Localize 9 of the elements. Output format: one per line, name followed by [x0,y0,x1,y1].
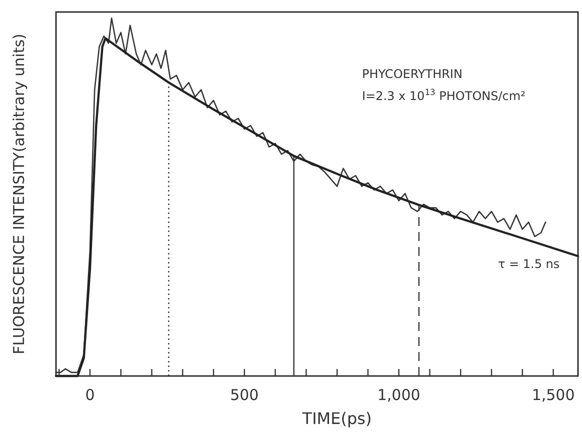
annotation: I=2.3 x 10$^{13}$ PHOTONS/cm² [362,87,526,103]
x-tick-label: 500 [230,386,259,404]
x-tick-label: 1,000 [377,386,420,404]
x-tick-label: 0 [85,386,95,404]
x-axis-title: TIME(ps) [301,409,372,428]
y-axis-title: FLUORESCENCE INTENSITY(arbitrary units) [10,34,28,354]
x-tick-label: 1,500 [532,386,575,404]
annotation: τ = 1.5 ns [498,257,560,271]
annotation: PHYCOERYTHRIN [362,67,462,81]
